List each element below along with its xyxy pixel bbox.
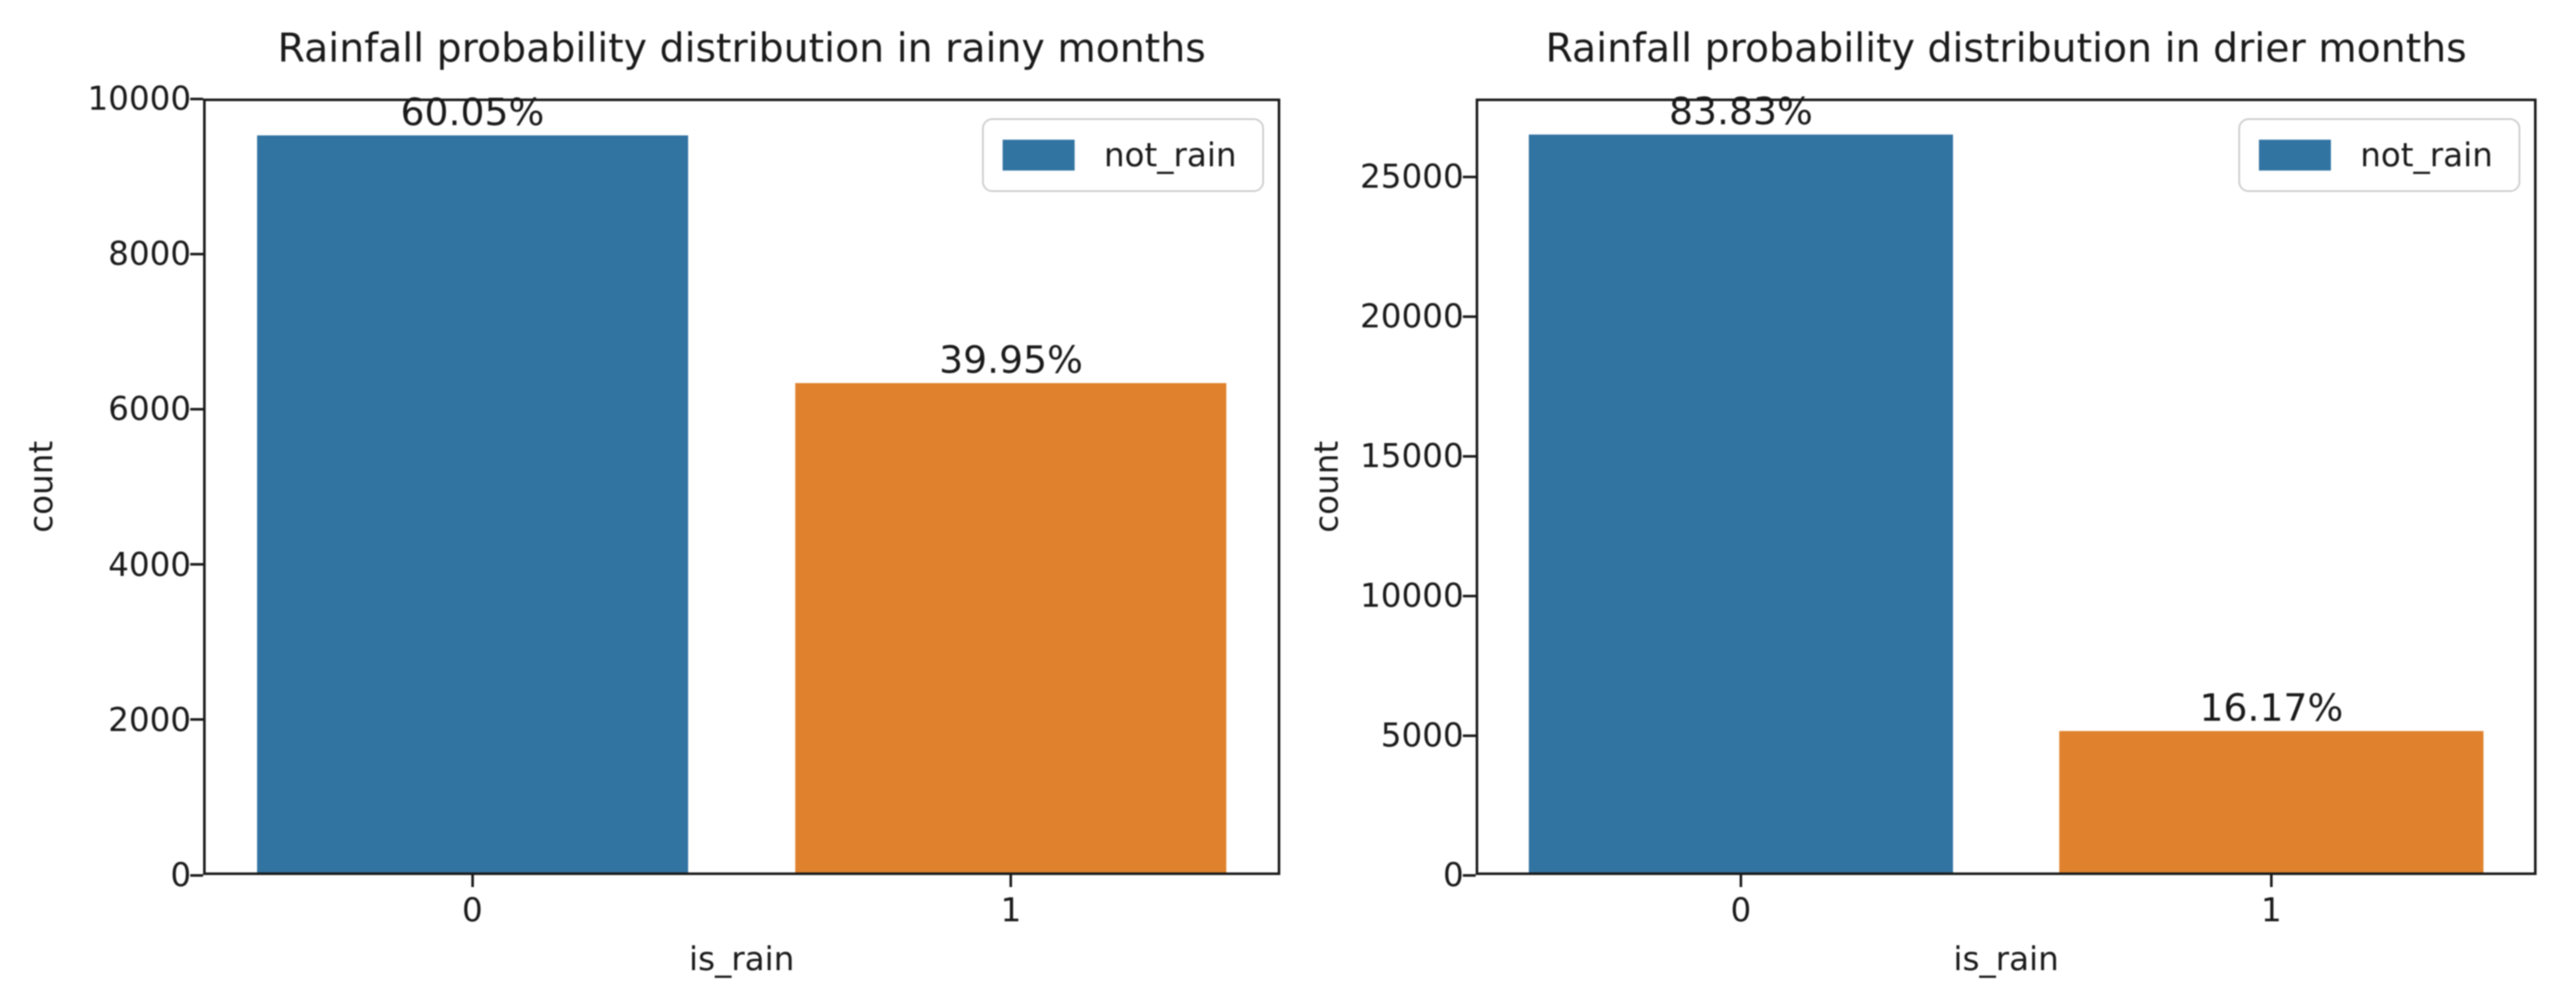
legend-label: not_rain <box>2360 136 2493 174</box>
y-tick-label: 2000 <box>108 700 191 739</box>
y-tick-mark <box>1463 873 1476 877</box>
y-tick-label: 10000 <box>1360 577 1464 615</box>
legend-swatch-not-rain-icon <box>2259 140 2332 171</box>
y-tick-label: 0 <box>170 856 191 894</box>
y-tick-mark <box>1463 175 1476 178</box>
x-tick-label: 1 <box>1000 891 1021 929</box>
bar-value-label: 16.17% <box>2199 686 2344 731</box>
bar-value-label: 39.95% <box>938 338 1083 382</box>
plot-area: not_rain <box>203 99 1280 875</box>
bar-value-label: 83.83% <box>1668 90 1813 135</box>
legend: not_rain <box>982 118 1264 192</box>
plot-area: not_rain <box>1476 99 2537 875</box>
y-tick-label: 20000 <box>1360 297 1464 336</box>
y-tick-label: 5000 <box>1381 716 1464 755</box>
legend-label: not_rain <box>1104 136 1237 174</box>
bar <box>2058 731 2484 875</box>
y-tick-label: 25000 <box>1360 158 1464 196</box>
y-tick-mark <box>190 252 203 255</box>
y-tick-label: 15000 <box>1360 437 1464 476</box>
y-tick-mark <box>1463 734 1476 737</box>
y-tick-mark <box>1463 454 1476 458</box>
y-tick-mark <box>190 873 203 877</box>
y-tick-mark <box>190 563 203 566</box>
x-tick-mark <box>1009 874 1013 887</box>
x-tick-label: 1 <box>2261 891 2282 929</box>
x-tick-label: 0 <box>462 891 483 929</box>
y-tick-mark <box>1463 315 1476 318</box>
y-tick-mark <box>190 97 203 100</box>
y-tick-label: 10000 <box>87 80 191 117</box>
y-tick-label: 0 <box>1442 856 1464 894</box>
legend: not_rain <box>2238 118 2520 192</box>
x-axis-label: is_rain <box>689 940 794 978</box>
y-tick-mark <box>190 718 203 722</box>
x-tick-mark <box>2270 874 2273 887</box>
y-tick-label: 4000 <box>108 545 191 584</box>
bar <box>256 135 688 875</box>
x-axis-label: is_rain <box>1953 940 2059 978</box>
y-tick-label: 6000 <box>108 390 191 429</box>
legend-swatch-not-rain-icon <box>1003 140 1075 171</box>
bar-value-label: 60.05% <box>400 91 545 135</box>
bar <box>1528 135 1954 875</box>
chart-title: Rainfall probability distribution in dri… <box>1545 25 2467 71</box>
y-tick-mark <box>190 407 203 411</box>
y-tick-mark <box>1463 594 1476 597</box>
x-tick-mark <box>470 874 474 887</box>
x-tick-label: 0 <box>1730 891 1752 929</box>
chart-title: Rainfall probability distribution in rai… <box>277 25 1207 71</box>
y-tick-label: 8000 <box>108 235 191 273</box>
x-tick-mark <box>1740 874 1742 887</box>
bar <box>795 382 1227 875</box>
